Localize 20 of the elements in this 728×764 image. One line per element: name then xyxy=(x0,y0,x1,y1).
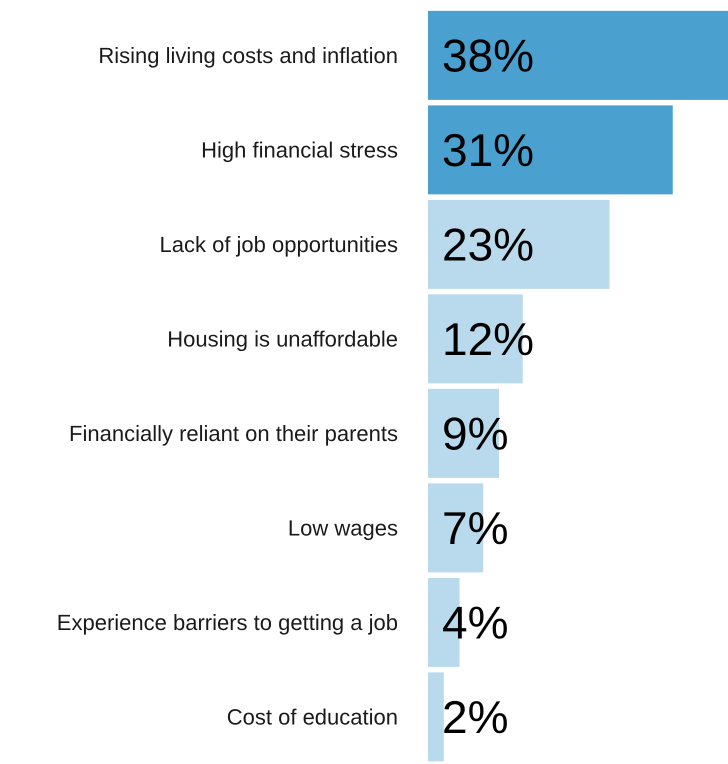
bar xyxy=(428,105,673,194)
y-tick-label: Cost of education xyxy=(226,704,398,730)
data-label: 38% xyxy=(442,30,534,82)
data-label: 7% xyxy=(442,502,508,554)
bar xyxy=(428,672,444,762)
bar xyxy=(428,200,610,289)
y-tick-label: Financially reliant on their parents xyxy=(69,421,398,446)
data-label: 9% xyxy=(442,408,508,460)
data-label: 2% xyxy=(442,691,508,744)
data-label: 31% xyxy=(442,124,534,176)
data-label: 23% xyxy=(442,218,534,271)
y-tick-label: Low wages xyxy=(288,516,398,541)
data-label: 4% xyxy=(442,596,508,649)
y-tick-label: Lack of job opportunities xyxy=(160,232,398,258)
data-label: 12% xyxy=(442,313,534,366)
y-tick-label: High financial stress xyxy=(201,138,398,163)
y-tick-label: Rising living costs and inflation xyxy=(98,43,398,68)
y-tick-label: Housing is unaffordable xyxy=(167,326,398,352)
bar xyxy=(428,10,728,100)
y-tick-label: Experience barriers to getting a job xyxy=(56,610,398,636)
